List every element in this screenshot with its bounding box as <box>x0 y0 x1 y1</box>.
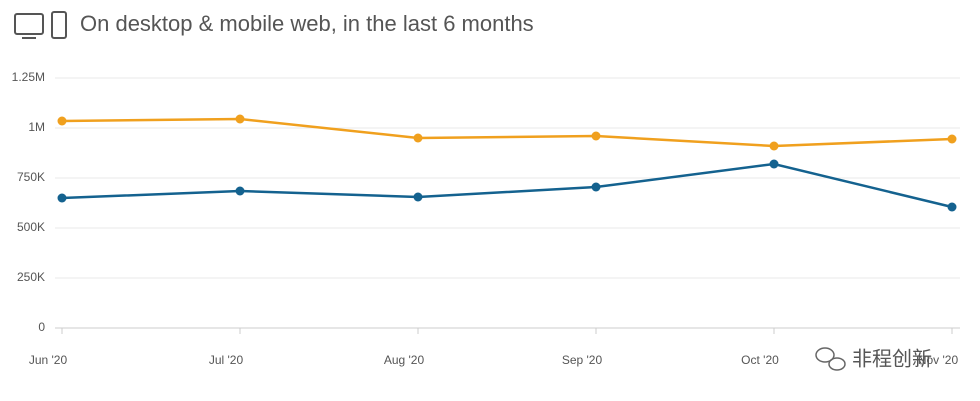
x-tick-label: Sep '20 <box>562 353 603 367</box>
data-point <box>591 131 601 141</box>
data-point <box>413 192 423 202</box>
x-tick-label: Aug '20 <box>384 353 425 367</box>
data-point <box>947 202 957 212</box>
data-point <box>235 186 245 196</box>
data-point <box>57 116 67 126</box>
data-point <box>769 141 779 151</box>
y-tick-label: 250K <box>17 270 45 284</box>
y-tick-label: 1M <box>28 120 45 134</box>
desktop-icon <box>14 13 44 39</box>
series-line <box>61 162 953 209</box>
data-point <box>591 182 601 192</box>
x-tick-label: Jun '20 <box>29 353 68 367</box>
y-tick-label: 1.25M <box>12 70 45 84</box>
data-point <box>947 134 957 144</box>
data-point <box>769 159 779 169</box>
y-tick-label: 750K <box>17 170 45 184</box>
y-tick-label: 0 <box>38 320 45 334</box>
data-point <box>235 114 245 124</box>
x-tick-label: Oct '20 <box>741 353 779 367</box>
data-point <box>57 193 67 203</box>
series-line <box>61 117 953 148</box>
x-tick-label: Nov '20 <box>918 353 959 367</box>
watermark: 非程创新 <box>852 347 932 370</box>
y-tick-label: 500K <box>17 220 45 234</box>
chart-title: On desktop & mobile web, in the last 6 m… <box>80 11 534 36</box>
mobile-icon <box>51 11 67 39</box>
data-point <box>413 133 423 143</box>
watermark-icon <box>815 347 846 371</box>
x-tick-label: Jul '20 <box>209 353 244 367</box>
